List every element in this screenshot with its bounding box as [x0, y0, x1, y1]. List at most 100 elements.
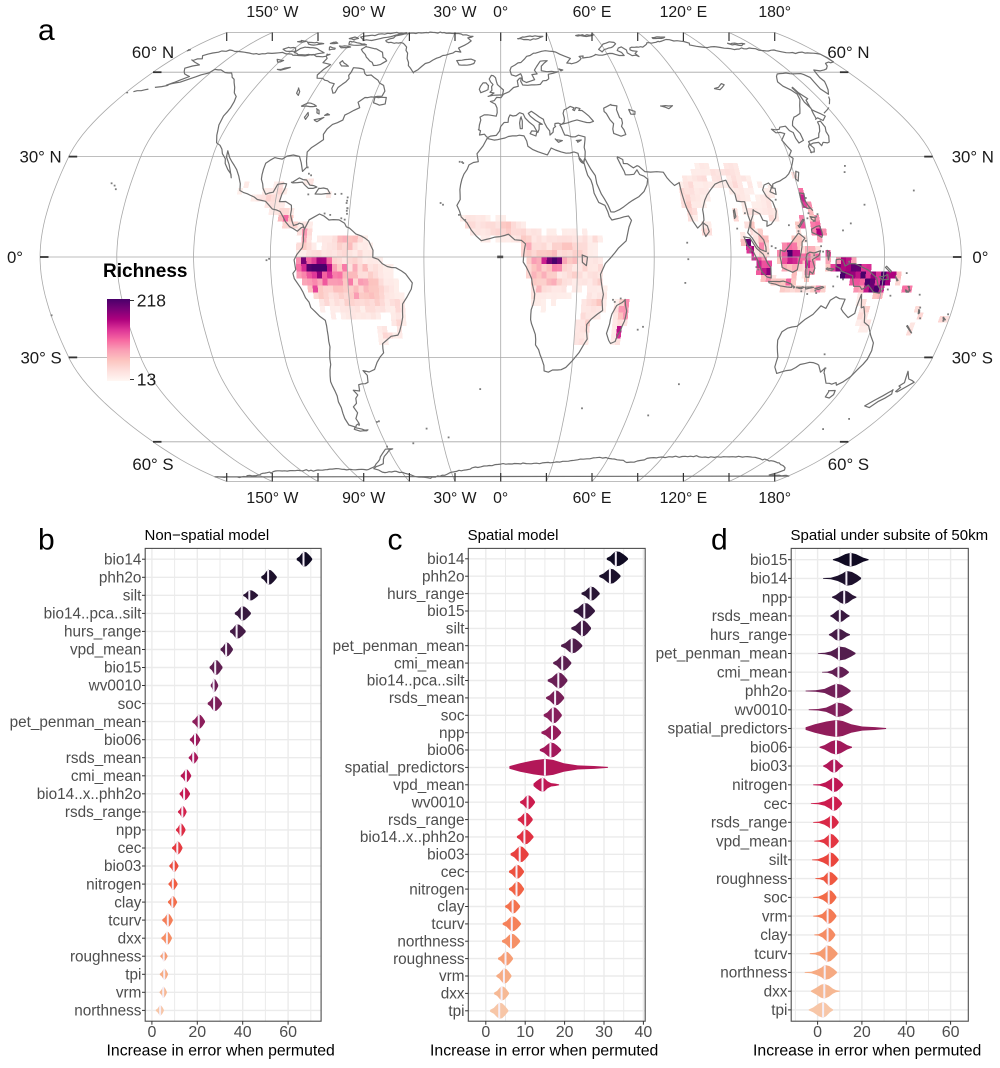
svg-text:40: 40 [234, 1024, 252, 1041]
svg-text:0: 0 [481, 1024, 490, 1041]
svg-text:Non−spatial model: Non−spatial model [145, 527, 270, 544]
svg-text:0: 0 [813, 1024, 822, 1041]
svg-text:40: 40 [897, 1024, 915, 1041]
svg-text:tcurv: tcurv [431, 916, 464, 933]
svg-text:rsds_range: rsds_range [711, 815, 788, 832]
svg-text:Increase in error when permute: Increase in error when permuted [430, 1042, 658, 1059]
svg-text:120° E: 120° E [660, 4, 708, 21]
svg-text:13: 13 [137, 370, 156, 390]
svg-text:bio15: bio15 [104, 660, 141, 677]
svg-text:dxx: dxx [764, 983, 788, 1000]
svg-text:vrm: vrm [762, 908, 788, 925]
svg-text:bio03: bio03 [427, 847, 464, 864]
svg-text:nitrogen: nitrogen [86, 876, 141, 893]
svg-text:bio14: bio14 [427, 551, 465, 568]
svg-text:cmi_mean: cmi_mean [71, 768, 142, 785]
svg-text:0°: 0° [972, 248, 988, 267]
svg-text:wv0010: wv0010 [734, 702, 788, 719]
svg-text:rsds_mean: rsds_mean [712, 608, 788, 625]
svg-text:cec: cec [764, 796, 788, 813]
svg-text:tpi: tpi [125, 967, 141, 984]
svg-text:0°: 0° [7, 248, 23, 267]
svg-text:20: 20 [853, 1024, 871, 1041]
svg-text:bio15: bio15 [750, 552, 787, 569]
svg-text:cmi_mean: cmi_mean [717, 664, 788, 681]
svg-text:bio03: bio03 [104, 858, 141, 875]
svg-text:silt: silt [123, 588, 142, 605]
svg-text:wv0010: wv0010 [411, 794, 465, 811]
svg-text:vpd_mean: vpd_mean [70, 642, 141, 659]
svg-text:bio15: bio15 [427, 603, 464, 620]
svg-text:Richness: Richness [103, 261, 187, 282]
svg-text:spatial_predictors: spatial_predictors [345, 760, 465, 777]
svg-text:60° S: 60° S [132, 455, 173, 474]
svg-text:silt: silt [769, 852, 788, 869]
svg-text:rsds_mean: rsds_mean [66, 750, 142, 767]
svg-text:30° N: 30° N [952, 148, 994, 167]
svg-text:npp: npp [439, 725, 465, 742]
svg-text:60° E: 60° E [573, 490, 612, 507]
svg-text:tcurv: tcurv [754, 946, 787, 963]
svg-text:40: 40 [635, 1024, 653, 1041]
svg-text:soc: soc [764, 890, 788, 907]
svg-text:rsds_range: rsds_range [388, 812, 465, 829]
svg-text:cmi_mean: cmi_mean [394, 655, 465, 672]
svg-text:spatial_predictors: spatial_predictors [668, 721, 788, 738]
svg-text:90° W: 90° W [342, 4, 385, 21]
svg-text:90° W: 90° W [342, 490, 385, 507]
svg-text:pet_penman_mean: pet_penman_mean [10, 714, 142, 731]
svg-text:phh2o: phh2o [422, 568, 465, 585]
svg-text:30° S: 30° S [952, 348, 993, 367]
svg-text:cec: cec [441, 864, 465, 881]
svg-text:tpi: tpi [448, 1003, 464, 1020]
svg-text:phh2o: phh2o [745, 683, 788, 700]
svg-text:vrm: vrm [116, 985, 142, 1002]
svg-text:vpd_mean: vpd_mean [393, 777, 464, 794]
svg-text:cec: cec [118, 840, 142, 857]
svg-text:wv0010: wv0010 [88, 678, 142, 695]
svg-text:northness: northness [720, 965, 788, 982]
svg-text:hurs_range: hurs_range [387, 586, 464, 603]
svg-text:silt: silt [446, 621, 465, 638]
svg-text:Spatial model: Spatial model [468, 527, 559, 544]
svg-text:tcurv: tcurv [108, 912, 141, 929]
svg-text:dxx: dxx [441, 986, 465, 1003]
svg-text:bio14..pca..silt: bio14..pca..silt [367, 673, 466, 690]
svg-text:20: 20 [188, 1024, 206, 1041]
svg-text:clay: clay [760, 927, 788, 944]
svg-text:180°: 180° [758, 490, 791, 507]
svg-text:60: 60 [279, 1024, 297, 1041]
svg-text:Increase in error when permute: Increase in error when permuted [107, 1042, 335, 1059]
svg-text:npp: npp [762, 589, 788, 606]
svg-text:a: a [38, 14, 55, 47]
svg-text:30° W: 30° W [433, 4, 476, 21]
svg-text:bio14: bio14 [104, 551, 142, 568]
svg-text:bio14..x..phh2o: bio14..x..phh2o [360, 829, 465, 846]
svg-text:rsds_range: rsds_range [65, 804, 142, 821]
svg-text:pet_penman_mean: pet_penman_mean [333, 638, 465, 655]
svg-text:bio03: bio03 [750, 758, 787, 775]
svg-text:Increase in error when permute: Increase in error when permuted [753, 1042, 981, 1059]
svg-text:clay: clay [437, 899, 465, 916]
svg-text:vpd_mean: vpd_mean [716, 833, 787, 850]
svg-text:rsds_mean: rsds_mean [389, 690, 465, 707]
svg-text:hurs_range: hurs_range [64, 624, 141, 641]
svg-text:dxx: dxx [118, 930, 142, 947]
svg-text:218: 218 [137, 290, 166, 310]
svg-text:30° W: 30° W [433, 490, 476, 507]
svg-text:npp: npp [116, 822, 142, 839]
svg-text:60° N: 60° N [827, 43, 869, 62]
svg-text:30: 30 [595, 1024, 613, 1041]
svg-text:Spatial under subsite of 50km: Spatial under subsite of 50km [791, 527, 989, 544]
svg-text:0°: 0° [493, 490, 508, 507]
svg-text:bio06: bio06 [104, 732, 141, 749]
svg-text:120° E: 120° E [660, 490, 708, 507]
svg-text:60: 60 [942, 1024, 960, 1041]
svg-text:b: b [38, 524, 55, 557]
svg-text:60° E: 60° E [573, 4, 612, 21]
svg-text:nitrogen: nitrogen [409, 881, 464, 898]
svg-text:0: 0 [147, 1024, 156, 1041]
svg-text:roughness: roughness [70, 948, 142, 965]
svg-text:60° S: 60° S [828, 455, 869, 474]
svg-text:bio14..pca..silt: bio14..pca..silt [44, 606, 143, 623]
